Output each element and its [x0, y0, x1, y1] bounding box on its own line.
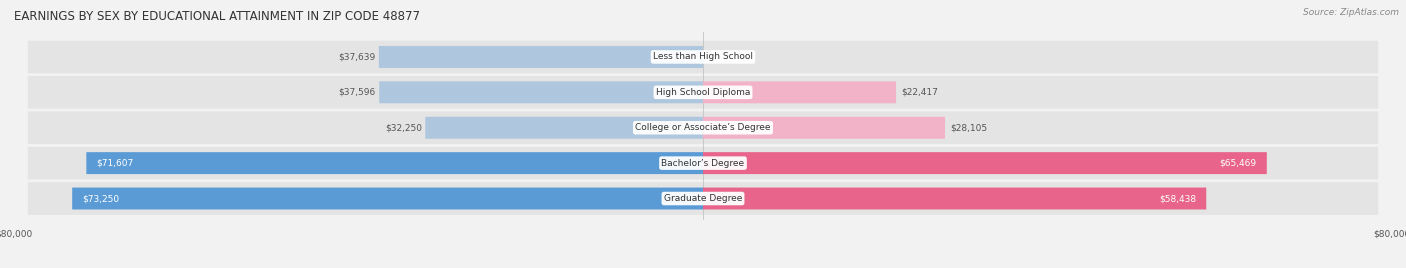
FancyBboxPatch shape: [425, 117, 703, 139]
FancyBboxPatch shape: [703, 152, 1267, 174]
Text: Graduate Degree: Graduate Degree: [664, 194, 742, 203]
FancyBboxPatch shape: [380, 81, 703, 103]
FancyBboxPatch shape: [703, 81, 896, 103]
FancyBboxPatch shape: [28, 147, 1378, 179]
FancyBboxPatch shape: [703, 188, 1206, 210]
FancyBboxPatch shape: [72, 188, 703, 210]
Text: Source: ZipAtlas.com: Source: ZipAtlas.com: [1303, 8, 1399, 17]
Text: Less than High School: Less than High School: [652, 53, 754, 61]
Text: $32,250: $32,250: [385, 123, 422, 132]
Text: College or Associate’s Degree: College or Associate’s Degree: [636, 123, 770, 132]
Text: $37,596: $37,596: [339, 88, 375, 97]
Text: $58,438: $58,438: [1159, 194, 1197, 203]
Text: Bachelor’s Degree: Bachelor’s Degree: [661, 159, 745, 168]
Text: $0: $0: [709, 53, 720, 61]
Text: $65,469: $65,469: [1219, 159, 1257, 168]
FancyBboxPatch shape: [28, 182, 1378, 215]
FancyBboxPatch shape: [28, 111, 1378, 144]
Text: $71,607: $71,607: [97, 159, 134, 168]
FancyBboxPatch shape: [28, 41, 1378, 73]
FancyBboxPatch shape: [703, 117, 945, 139]
Text: $73,250: $73,250: [83, 194, 120, 203]
Text: $28,105: $28,105: [950, 123, 987, 132]
Text: $22,417: $22,417: [901, 88, 938, 97]
Text: EARNINGS BY SEX BY EDUCATIONAL ATTAINMENT IN ZIP CODE 48877: EARNINGS BY SEX BY EDUCATIONAL ATTAINMEN…: [14, 10, 420, 23]
Text: $37,639: $37,639: [339, 53, 375, 61]
FancyBboxPatch shape: [86, 152, 703, 174]
FancyBboxPatch shape: [378, 46, 703, 68]
FancyBboxPatch shape: [28, 76, 1378, 109]
Text: High School Diploma: High School Diploma: [655, 88, 751, 97]
